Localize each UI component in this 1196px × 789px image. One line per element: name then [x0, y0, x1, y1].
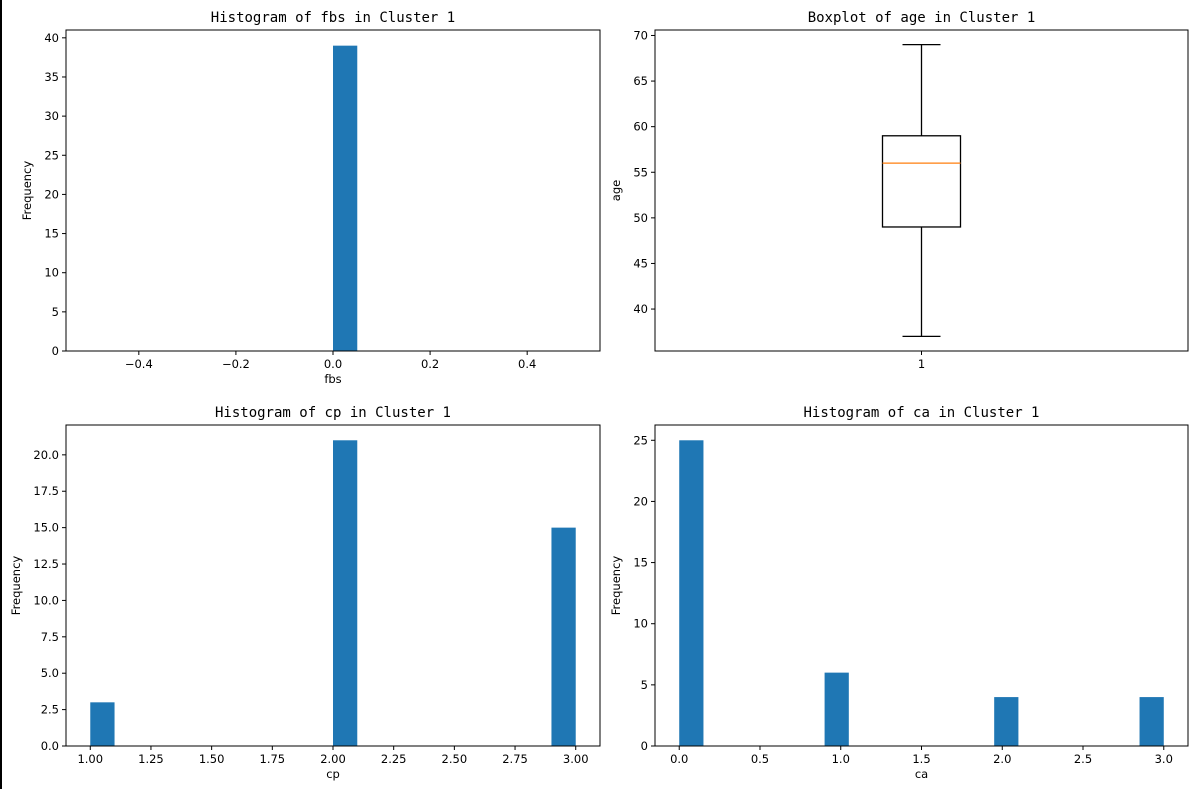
cp-xtick-label: 2.25	[381, 752, 407, 766]
fbs-xlabel: fbs	[324, 372, 341, 386]
cp-xtick-label: 3.00	[563, 752, 589, 766]
cp-xtick-label: 1.50	[199, 752, 225, 766]
age-box	[881, 135, 962, 228]
fbs-ytick-label: 0	[52, 344, 59, 358]
ca-ytick-label: 15	[633, 556, 648, 570]
ca-ytick-label: 25	[633, 433, 648, 447]
ca-ytick-label: 10	[633, 617, 648, 631]
cp-bar-0	[90, 702, 115, 746]
fbs-ytick-label: 25	[44, 148, 59, 162]
cp-xtick-label: 2.00	[320, 752, 346, 766]
age-xtick-label: 1	[918, 357, 925, 371]
age-title: Boxplot of age in Cluster 1	[808, 10, 1036, 26]
cp-xtick-label: 2.75	[502, 752, 528, 766]
fbs-ytick-label: 15	[44, 227, 59, 241]
fbs-bar-0	[333, 45, 358, 351]
ca-bar-3	[1139, 697, 1164, 746]
cp-bar-2	[551, 527, 576, 746]
ca-xtick-label: 1.5	[912, 752, 930, 766]
cp-xtick-label: 1.75	[260, 752, 286, 766]
ca-xtick-label: 1.0	[832, 752, 850, 766]
cp-xtick-label: 1.00	[77, 752, 103, 766]
chart-fbs: −0.4 −0.2 0.0 0.2 0.4 0 5 10 15 20 25 30 35 40 Histogr…	[20, 10, 601, 386]
cp-ytick-label: 0.0	[41, 739, 59, 753]
ca-xtick-label: 2.0	[993, 752, 1011, 766]
ca-title: Histogram of ca in Cluster 1	[803, 405, 1039, 421]
ca-ytick-label: 20	[633, 494, 648, 508]
age-ytick-label: 60	[633, 120, 648, 134]
ca-xlabel: ca	[915, 767, 928, 781]
fbs-ytick-label: 10	[44, 266, 59, 280]
age-ytick-label: 50	[633, 211, 648, 225]
cp-ytick-label: 5.0	[41, 666, 59, 680]
fbs-xtick-label: 0.0	[324, 357, 342, 371]
ca-xtick-label: 2.5	[1074, 752, 1092, 766]
age-ytick-label: 65	[633, 74, 648, 88]
cp-ytick-label: 12.5	[33, 557, 59, 571]
age-ytick-label: 40	[633, 302, 648, 316]
ca-bar-0	[679, 440, 704, 746]
fbs-ytick-label: 40	[44, 31, 59, 45]
fbs-xtick-label: 0.4	[518, 357, 536, 371]
fbs-ylabel: Frequency	[20, 161, 34, 221]
cp-xtick-label: 2.50	[442, 752, 468, 766]
fbs-ytick-label: 20	[44, 187, 59, 201]
ca-axes-frame	[654, 424, 1189, 747]
cp-bar-1	[333, 440, 358, 746]
fbs-title: Histogram of fbs in Cluster 1	[211, 10, 455, 26]
cp-ytick-label: 10.0	[33, 593, 59, 607]
age-ytick-label: 45	[633, 256, 648, 270]
fbs-xtick-label: −0.2	[222, 357, 250, 371]
cp-xtick-label: 1.25	[138, 752, 164, 766]
ca-ylabel: Frequency	[609, 556, 623, 616]
fbs-xtick-label: 0.2	[421, 357, 439, 371]
age-ylabel: age	[609, 180, 623, 201]
ca-ytick-label: 5	[641, 678, 648, 692]
ca-xtick-label: 0.0	[670, 752, 688, 766]
fbs-ytick-label: 5	[52, 305, 59, 319]
cp-title: Histogram of cp in Cluster 1	[215, 405, 451, 421]
ca-bar-1	[824, 672, 849, 746]
cp-ytick-label: 15.0	[33, 521, 59, 535]
ca-xtick-label: 3.0	[1155, 752, 1173, 766]
ca-ytick-label: 0	[641, 739, 648, 753]
cp-ylabel: Frequency	[9, 556, 23, 616]
figure-left-border	[0, 0, 2, 789]
chart-ca: 0.0 0.5 1.0 1.5 2.0 2.5 3.0 0 5 10 15 20 25 Histogram…	[609, 405, 1189, 781]
cp-ytick-label: 20.0	[33, 448, 59, 462]
cp-ytick-label: 2.5	[41, 703, 59, 717]
cp-ytick-label: 17.5	[33, 484, 59, 498]
fbs-ytick-label: 30	[44, 109, 59, 123]
chart-age: 1 40 45 50 55 60 65 70 Boxplot of age in Cluster…	[609, 10, 1189, 371]
chart-cp: 1.00 1.25 1.50 1.75 2.00 2.25 2.50 2.75 3.00 0.0 2…	[9, 405, 601, 781]
ca-bar-2	[994, 697, 1019, 746]
ca-xtick-label: 0.5	[751, 752, 769, 766]
fbs-ytick-label: 35	[44, 70, 59, 84]
cp-ytick-label: 7.5	[41, 630, 59, 644]
fbs-xtick-label: −0.4	[125, 357, 153, 371]
cp-xlabel: cp	[326, 767, 340, 781]
age-ytick-label: 70	[633, 28, 648, 42]
age-ytick-label: 55	[633, 165, 648, 179]
